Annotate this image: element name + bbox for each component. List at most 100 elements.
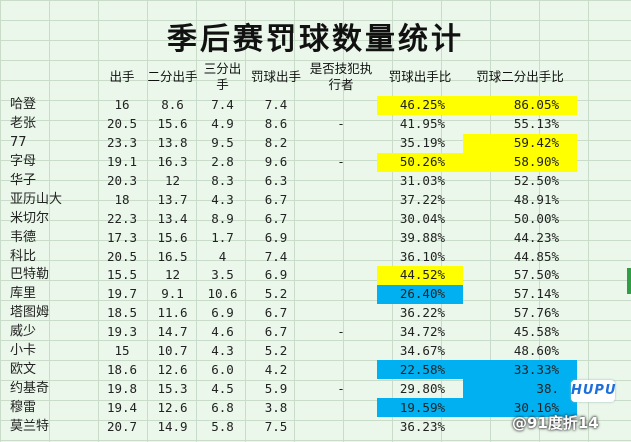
scroll-indicator[interactable] (627, 268, 631, 294)
three-point-cell[interactable]: 4.6 (211, 324, 234, 340)
three-point-cell[interactable]: 1.7 (211, 229, 234, 245)
tech-cell[interactable] (305, 228, 377, 247)
tech-cell[interactable] (305, 209, 377, 228)
player-name-cell[interactable]: 科比 (10, 248, 37, 264)
fta-cell[interactable]: 7.5 (264, 418, 288, 434)
three-point-cell[interactable]: 3.5 (211, 267, 234, 283)
ft-ratio2-cell[interactable]: 30.16% (463, 398, 577, 418)
fta-cell[interactable]: 6.9 (264, 267, 288, 283)
fga-cell[interactable]: 19.1 (106, 154, 138, 170)
tech-cell[interactable] (305, 360, 377, 379)
ft-ratio-cell[interactable]: 36.22% (399, 305, 445, 321)
two-point-cell[interactable]: 16.5 (157, 248, 188, 264)
two-point-cell[interactable]: 16.3 (157, 154, 188, 170)
fga-cell[interactable]: 20.5 (106, 116, 138, 132)
fta-cell[interactable]: 5.2 (264, 286, 288, 302)
three-point-cell[interactable]: 4.3 (211, 191, 234, 207)
header-name[interactable] (0, 58, 97, 96)
fta-cell[interactable]: 4.2 (264, 361, 288, 377)
fta-cell[interactable]: 5.2 (264, 343, 288, 359)
player-name-cell[interactable]: 约基奇 (10, 380, 50, 396)
ft-ratio-cell[interactable]: 34.72% (399, 324, 445, 340)
fga-cell[interactable]: 18.6 (106, 361, 138, 377)
ft-ratio2-cell[interactable]: 55.13% (513, 116, 559, 132)
ft-ratio-cell[interactable]: 44.52% (377, 266, 463, 285)
player-name-cell[interactable]: 莫兰特 (10, 418, 50, 434)
header-ratio2[interactable]: 罚球二分出手比 (476, 69, 564, 84)
two-point-cell[interactable]: 13.4 (157, 210, 188, 226)
fta-cell[interactable]: 7.4 (264, 248, 288, 264)
two-point-cell[interactable]: 13.8 (157, 135, 188, 151)
header-fga[interactable]: 出手 (109, 69, 135, 84)
fta-cell[interactable]: 6.3 (264, 173, 288, 188)
player-name-cell[interactable]: 米切尔 (10, 210, 50, 226)
ft-ratio2-cell[interactable]: 48.91% (513, 191, 559, 207)
fta-cell[interactable]: 6.7 (264, 324, 288, 340)
ft-ratio2-cell[interactable]: 48.60% (513, 343, 559, 359)
player-name-cell[interactable]: 华子 (10, 173, 37, 188)
player-name-cell[interactable]: 哈登 (10, 97, 37, 113)
two-point-cell[interactable]: 15.6 (157, 229, 188, 245)
ft-ratio-cell[interactable]: 39.88% (399, 229, 445, 245)
fga-cell[interactable]: 18 (114, 191, 130, 207)
header-ratio[interactable]: 罚球出手比 (388, 69, 452, 84)
player-name-cell[interactable]: 巴特勒 (10, 267, 50, 283)
two-point-cell[interactable]: 8.6 (161, 97, 184, 113)
two-point-cell[interactable]: 14.7 (157, 324, 188, 340)
ft-ratio2-cell[interactable]: 86.05% (463, 96, 577, 115)
tech-cell[interactable]: - (337, 324, 345, 340)
tech-cell[interactable]: - (337, 116, 345, 132)
tech-cell[interactable] (305, 172, 377, 191)
fga-cell[interactable]: 19.8 (106, 380, 138, 396)
tech-cell[interactable] (305, 398, 377, 417)
ft-ratio-cell[interactable]: 36.10% (399, 248, 445, 264)
player-name-cell[interactable]: 塔图姆 (10, 305, 50, 321)
fta-cell[interactable]: 8.6 (264, 116, 288, 132)
header-two[interactable]: 二分出手 (147, 69, 198, 84)
three-point-cell[interactable]: 9.5 (211, 135, 234, 151)
ft-ratio2-cell[interactable]: 44.85% (513, 248, 559, 264)
three-point-cell[interactable]: 8.3 (211, 173, 234, 188)
ft-ratio-cell[interactable]: 26.40% (377, 284, 463, 304)
ft-ratio2-cell[interactable]: 52.50% (513, 173, 559, 188)
header-tech[interactable]: 是否技犯执行者 (309, 61, 373, 92)
two-point-cell[interactable]: 9.1 (161, 286, 184, 302)
player-name-cell[interactable]: 老张 (10, 116, 37, 132)
ft-ratio-cell[interactable]: 35.19% (399, 135, 445, 151)
player-name-cell[interactable]: 字母 (10, 154, 37, 170)
tech-cell[interactable] (305, 96, 377, 115)
fga-cell[interactable]: 23.3 (106, 135, 138, 151)
fta-cell[interactable]: 7.4 (264, 97, 288, 113)
two-point-cell[interactable]: 12 (164, 267, 181, 283)
fta-cell[interactable]: 9.6 (264, 154, 288, 170)
header-three[interactable]: 三分出手 (203, 61, 242, 92)
ft-ratio-cell[interactable]: 46.25% (377, 96, 463, 115)
ft-ratio2-cell[interactable]: 57.76% (513, 305, 559, 321)
ft-ratio2-cell[interactable]: 57.50% (513, 267, 559, 283)
fga-cell[interactable]: 15.5 (106, 267, 138, 283)
fga-cell[interactable]: 17.3 (106, 229, 138, 245)
player-name-cell[interactable]: 韦德 (10, 229, 37, 245)
header-fta[interactable]: 罚球出手 (250, 69, 301, 84)
three-point-cell[interactable]: 4 (218, 248, 227, 264)
three-point-cell[interactable]: 5.8 (211, 418, 234, 434)
fga-cell[interactable]: 20.3 (106, 173, 138, 188)
ft-ratio-cell[interactable]: 31.03% (399, 173, 445, 188)
ft-ratio-cell[interactable]: 41.95% (399, 116, 445, 132)
tech-cell[interactable] (305, 304, 377, 323)
three-point-cell[interactable]: 4.9 (211, 116, 234, 132)
fta-cell[interactable]: 6.7 (264, 191, 288, 207)
fga-cell[interactable]: 19.3 (106, 324, 138, 340)
fga-cell[interactable]: 20.5 (106, 248, 138, 264)
two-point-cell[interactable]: 12.6 (157, 361, 188, 377)
ft-ratio2-cell[interactable]: 33.33% (463, 360, 577, 380)
two-point-cell[interactable]: 12.6 (157, 399, 188, 415)
fta-cell[interactable]: 6.7 (264, 210, 288, 226)
fga-cell[interactable]: 19.4 (106, 399, 138, 415)
ft-ratio-cell[interactable]: 19.59% (377, 398, 463, 418)
fta-cell[interactable]: 6.7 (264, 305, 288, 321)
fta-cell[interactable]: 3.8 (264, 399, 288, 415)
three-point-cell[interactable]: 7.4 (211, 97, 234, 113)
player-name-cell[interactable]: 穆雷 (10, 399, 37, 415)
ft-ratio-cell[interactable]: 37.22% (399, 191, 445, 207)
